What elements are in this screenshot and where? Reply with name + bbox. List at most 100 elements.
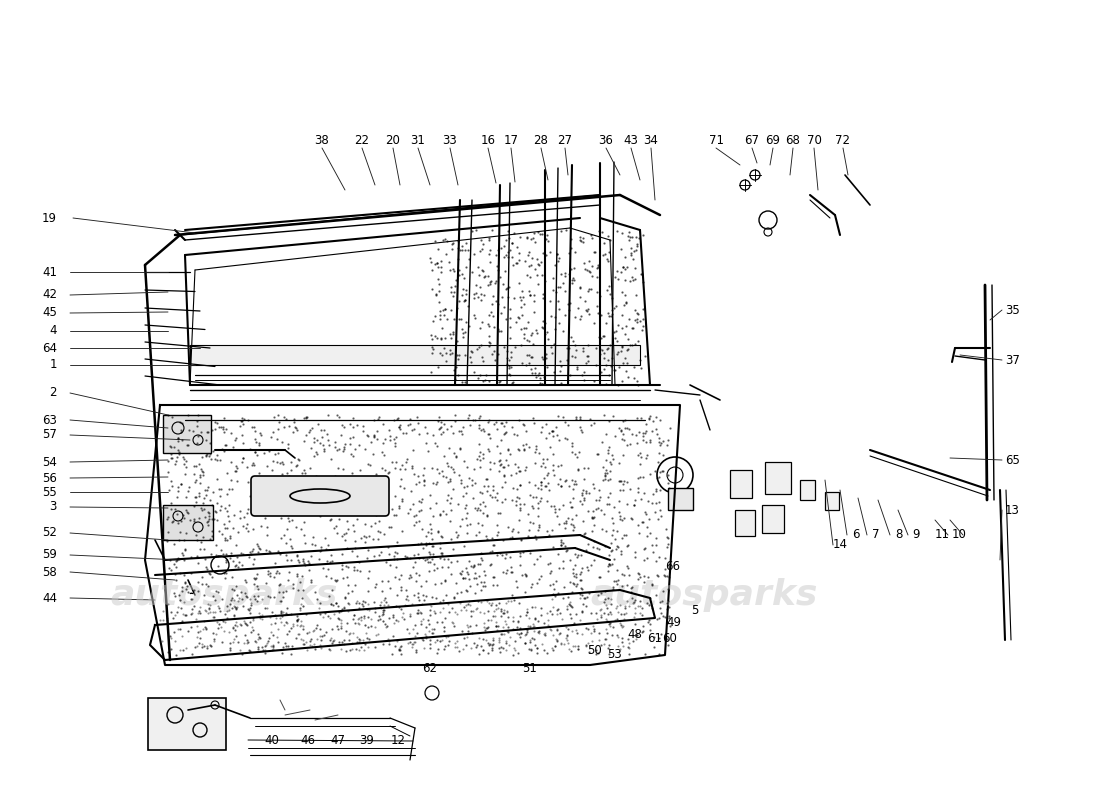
Point — [160, 466, 177, 478]
Point — [332, 605, 350, 618]
Point — [524, 338, 541, 350]
Point — [530, 624, 548, 637]
Point — [595, 409, 613, 422]
Point — [316, 491, 333, 504]
Point — [495, 250, 513, 263]
Point — [167, 590, 185, 602]
Point — [344, 411, 362, 424]
Point — [350, 633, 367, 646]
Point — [241, 593, 258, 606]
Point — [185, 600, 202, 613]
Point — [307, 474, 324, 486]
Point — [559, 637, 576, 650]
Point — [556, 415, 573, 428]
Point — [480, 479, 497, 492]
Point — [240, 503, 257, 516]
Point — [416, 627, 433, 640]
Point — [206, 606, 223, 618]
Point — [158, 409, 176, 422]
Point — [169, 516, 187, 529]
Point — [615, 512, 632, 525]
Point — [522, 350, 540, 363]
Point — [593, 332, 611, 345]
Point — [465, 566, 483, 579]
Point — [329, 599, 346, 612]
Point — [532, 378, 550, 390]
Point — [350, 503, 367, 516]
Point — [220, 626, 238, 639]
Point — [288, 423, 306, 436]
Point — [469, 594, 486, 607]
Point — [321, 501, 339, 514]
Point — [403, 641, 420, 654]
Point — [163, 410, 180, 423]
Point — [248, 572, 265, 585]
Point — [397, 427, 415, 440]
Point — [231, 643, 249, 656]
Point — [543, 448, 561, 461]
Point — [470, 570, 487, 582]
Point — [493, 417, 510, 430]
Point — [526, 639, 543, 652]
Point — [439, 494, 456, 506]
Point — [617, 320, 635, 333]
Point — [554, 555, 572, 568]
Point — [620, 647, 638, 660]
Point — [306, 495, 323, 508]
Point — [322, 475, 340, 488]
Point — [596, 247, 614, 260]
Point — [572, 234, 590, 246]
Point — [542, 564, 560, 577]
Point — [340, 628, 358, 641]
Point — [614, 478, 631, 490]
Point — [526, 236, 543, 249]
Point — [358, 531, 375, 544]
FancyBboxPatch shape — [251, 476, 389, 516]
Point — [210, 483, 228, 496]
Point — [342, 438, 360, 450]
Point — [542, 607, 560, 620]
Point — [258, 636, 276, 649]
Point — [496, 493, 514, 506]
Point — [517, 627, 535, 640]
Point — [444, 237, 462, 250]
Point — [447, 640, 464, 653]
Point — [256, 639, 274, 652]
Point — [575, 491, 593, 504]
Point — [426, 563, 443, 576]
Point — [507, 257, 525, 270]
Point — [508, 626, 526, 639]
Point — [292, 602, 309, 614]
Point — [341, 418, 359, 430]
Point — [492, 306, 509, 319]
Point — [596, 633, 614, 646]
Point — [365, 430, 383, 442]
Point — [613, 266, 630, 278]
Point — [646, 631, 663, 644]
Point — [208, 453, 226, 466]
Point — [202, 513, 220, 526]
Point — [455, 540, 473, 553]
Point — [246, 573, 264, 586]
Point — [550, 587, 568, 600]
Point — [537, 316, 554, 329]
Point — [627, 243, 645, 256]
Point — [454, 330, 472, 343]
Point — [521, 329, 539, 342]
Point — [210, 602, 228, 614]
Point — [574, 598, 592, 611]
Text: 38: 38 — [315, 134, 329, 146]
Point — [251, 506, 268, 518]
Point — [644, 546, 661, 558]
Point — [373, 608, 390, 621]
Point — [584, 512, 602, 525]
Point — [327, 484, 344, 497]
Point — [375, 528, 393, 541]
Point — [221, 637, 239, 650]
Point — [627, 632, 645, 645]
Point — [310, 602, 328, 614]
Point — [390, 642, 408, 655]
Point — [625, 322, 642, 334]
Text: 35: 35 — [1005, 303, 1020, 317]
Point — [425, 342, 442, 355]
